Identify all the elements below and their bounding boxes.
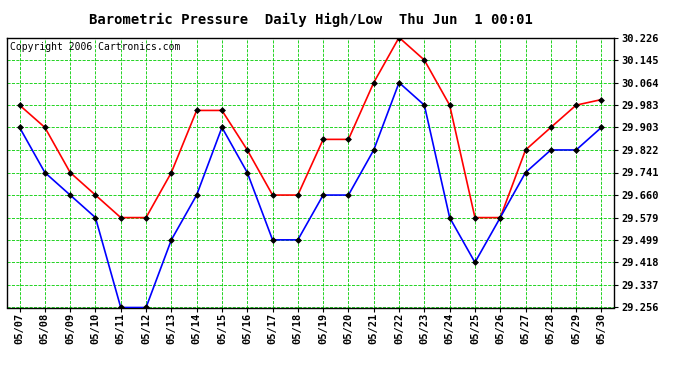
- Text: Copyright 2006 Cartronics.com: Copyright 2006 Cartronics.com: [10, 42, 180, 51]
- Text: Barometric Pressure  Daily High/Low  Thu Jun  1 00:01: Barometric Pressure Daily High/Low Thu J…: [88, 13, 533, 27]
